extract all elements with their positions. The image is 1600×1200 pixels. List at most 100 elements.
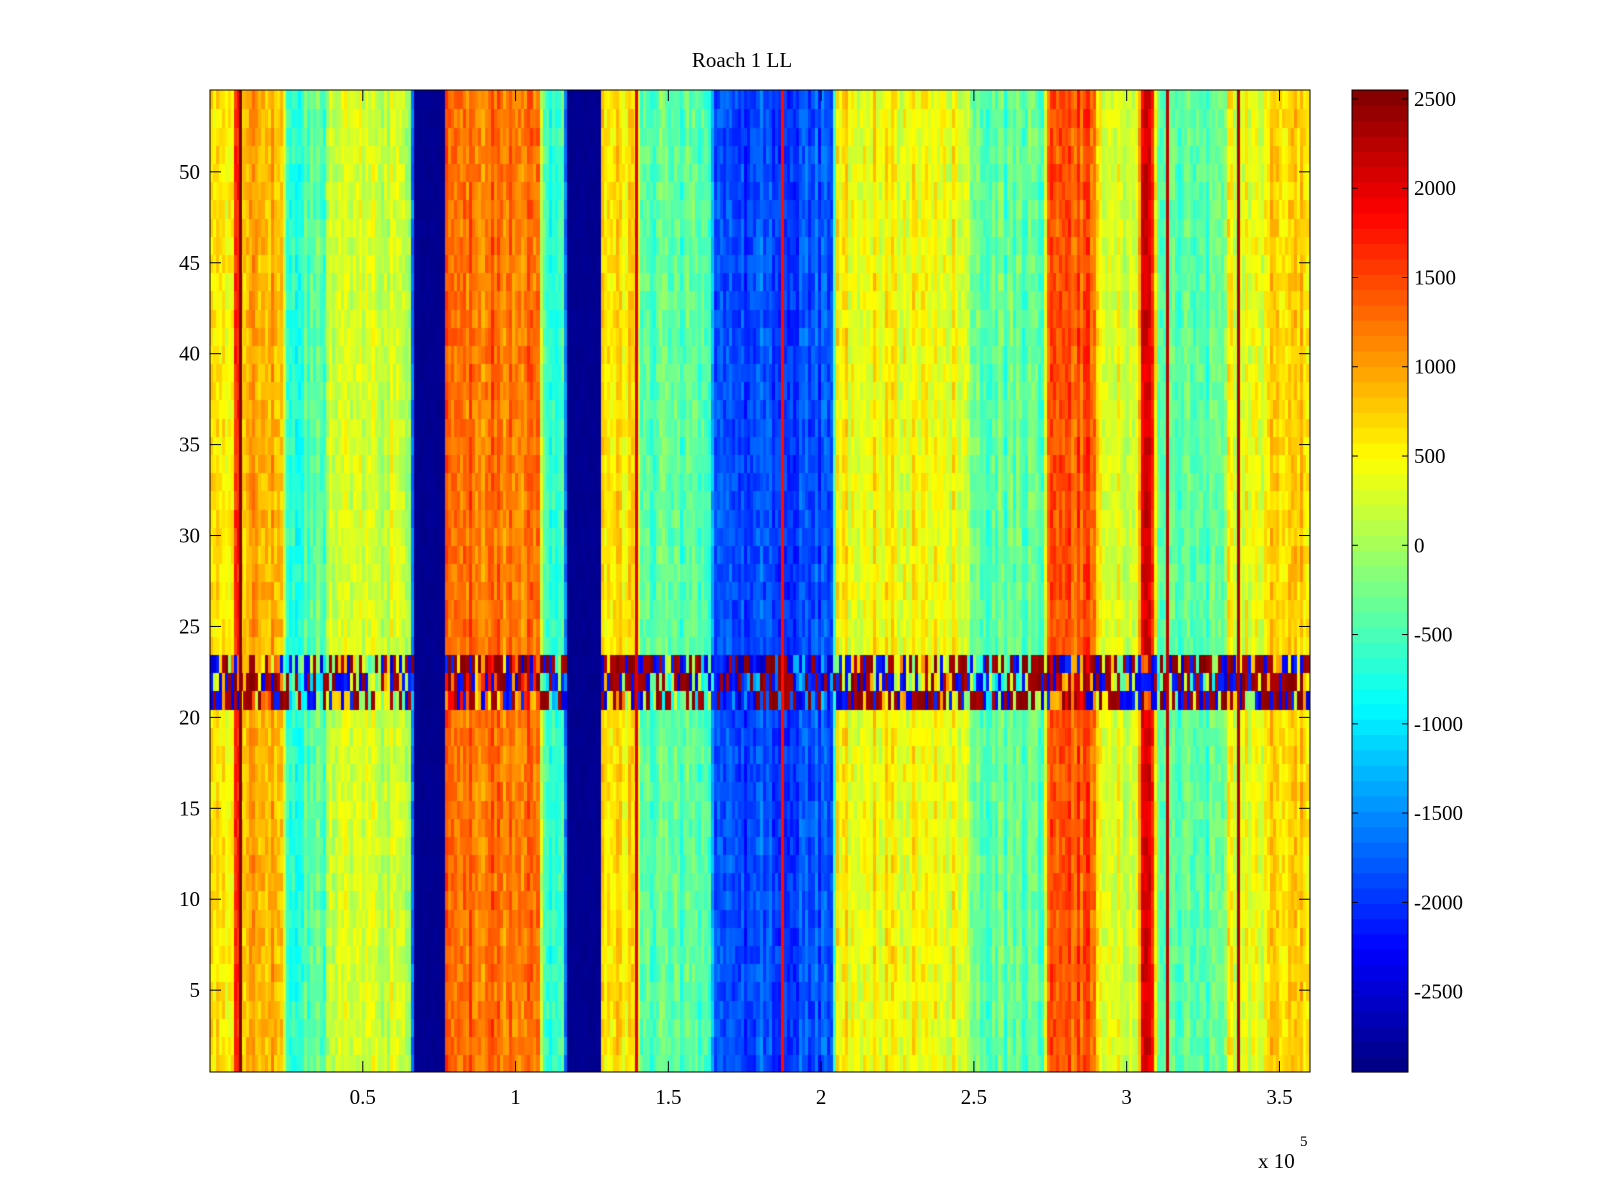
colorbar-segment [1352, 565, 1408, 582]
colorbar-tick-label: -1000 [1414, 712, 1463, 736]
colorbar-segment [1352, 258, 1408, 275]
colorbar-segment [1352, 488, 1408, 505]
x-tick-label: 3.5 [1266, 1085, 1292, 1109]
colorbar-segment [1352, 320, 1408, 337]
colorbar-segment [1352, 841, 1408, 858]
plot-frame [209, 89, 1311, 1073]
x-tick-label: 0.5 [350, 1085, 376, 1109]
colorbar-tick-label: -500 [1414, 623, 1453, 647]
colorbar-segment [1352, 197, 1408, 214]
x-multiplier-label: x 10 [1258, 1149, 1295, 1173]
colorbar-segment [1352, 688, 1408, 705]
colorbar-segment [1352, 780, 1408, 797]
colorbar-segment [1352, 90, 1408, 106]
colorbar-tick-label: -2500 [1414, 980, 1463, 1004]
colorbar-segment [1352, 995, 1408, 1012]
colorbar-segment [1352, 151, 1408, 168]
colorbar-segment [1352, 136, 1408, 152]
colorbar-segment [1352, 212, 1408, 229]
colorbar-segment [1352, 657, 1408, 674]
colorbar-tick-label: 1500 [1414, 265, 1456, 289]
colorbar-segment [1352, 627, 1408, 643]
x-multiplier-exponent: 5 [1300, 1134, 1308, 1150]
colorbar-segment [1352, 412, 1408, 429]
y-tick-label: 40 [179, 342, 200, 366]
colorbar-tick-label: 1000 [1414, 355, 1456, 379]
y-tick-label: 10 [179, 887, 200, 911]
colorbar-segment [1352, 964, 1408, 981]
colorbar-segment [1352, 473, 1408, 490]
colorbar-segment [1352, 734, 1408, 751]
x-tick-label: 3 [1121, 1085, 1132, 1109]
colorbar-segment [1352, 1041, 1408, 1058]
colorbar-segment [1352, 765, 1408, 782]
colorbar-segment [1352, 228, 1408, 245]
colorbar-tick-label: -1500 [1414, 801, 1463, 825]
y-tick-label: 35 [179, 433, 200, 457]
colorbar-segment [1352, 749, 1408, 766]
colorbar-segment [1352, 703, 1408, 720]
colorbar-segment [1352, 979, 1408, 996]
colorbar-segment [1352, 105, 1408, 122]
y-tick-label: 20 [179, 705, 200, 729]
colorbar-segment [1352, 795, 1408, 812]
y-axis: 5 10 15 20 25 30 35 40 45 50 [179, 160, 1310, 1002]
colorbar-segment [1352, 918, 1408, 935]
colorbar-segment [1352, 504, 1408, 521]
y-tick-label: 30 [179, 524, 200, 548]
colorbar-segment [1352, 166, 1408, 183]
colorbar-segment [1352, 289, 1408, 306]
heatmap-image [210, 90, 1310, 1072]
colorbar-segment [1352, 933, 1408, 950]
colorbar-tick-label: 2500 [1414, 87, 1456, 111]
colorbar-segment [1352, 396, 1408, 413]
colorbar-segment [1352, 719, 1408, 736]
colorbar-segment [1352, 1010, 1408, 1027]
colorbar-segment [1352, 350, 1408, 367]
colorbar-segment [1352, 581, 1408, 597]
colorbar-segment [1352, 458, 1408, 475]
colorbar-segment [1352, 903, 1408, 920]
colorbar-segment [1352, 673, 1408, 690]
colorbar-segment [1352, 811, 1408, 828]
colorbar-tick-label: 2000 [1414, 176, 1456, 200]
chart-title: Roach 1 LL [692, 48, 792, 72]
x-tick-label: 1.5 [655, 1085, 681, 1109]
x-tick-label: 2.5 [961, 1085, 987, 1109]
colorbar-segment [1352, 120, 1408, 137]
colorbar-segment [1352, 366, 1408, 383]
x-tick-label: 1 [510, 1085, 521, 1109]
colorbar [1352, 90, 1408, 1073]
colorbar-segment [1352, 304, 1408, 321]
colorbar-segment [1352, 949, 1408, 966]
heatmap [210, 90, 1310, 1072]
colorbar-segment [1352, 381, 1408, 398]
colorbar-segment [1352, 550, 1408, 567]
y-tick-label: 5 [190, 978, 201, 1002]
x-tick-label: 2 [816, 1085, 827, 1109]
colorbar-segment [1352, 519, 1408, 536]
y-tick-label: 25 [179, 614, 200, 638]
colorbar-segment [1352, 872, 1408, 889]
colorbar-frame [1351, 89, 1409, 1073]
colorbar-segment [1352, 1025, 1408, 1042]
colorbar-segment [1352, 534, 1408, 551]
colorbar-segment [1352, 611, 1408, 628]
colorbar-tick-label: 0 [1414, 533, 1425, 557]
colorbar-segment [1352, 826, 1408, 843]
colorbar-segment [1352, 642, 1408, 659]
colorbar-tick-label: 500 [1414, 444, 1446, 468]
colorbar-segment [1352, 596, 1408, 613]
colorbar-segment [1352, 182, 1408, 199]
colorbar-segment [1352, 427, 1408, 444]
colorbar-segment [1352, 1056, 1408, 1073]
colorbar-segment [1352, 442, 1408, 459]
x-axis: 0.5 1 1.5 2 2.5 3 3.5 [350, 90, 1293, 1109]
colorbar-tick-label: -2000 [1414, 890, 1463, 914]
colorbar-segment [1352, 335, 1408, 352]
colorbar-segment [1352, 243, 1408, 260]
colorbar-axis: 2500 2000 1500 1000 500 0 -500 -1000 -1500 -2000 -… [1352, 87, 1463, 1004]
y-tick-label: 45 [179, 251, 200, 275]
colorbar-segment [1352, 887, 1408, 904]
